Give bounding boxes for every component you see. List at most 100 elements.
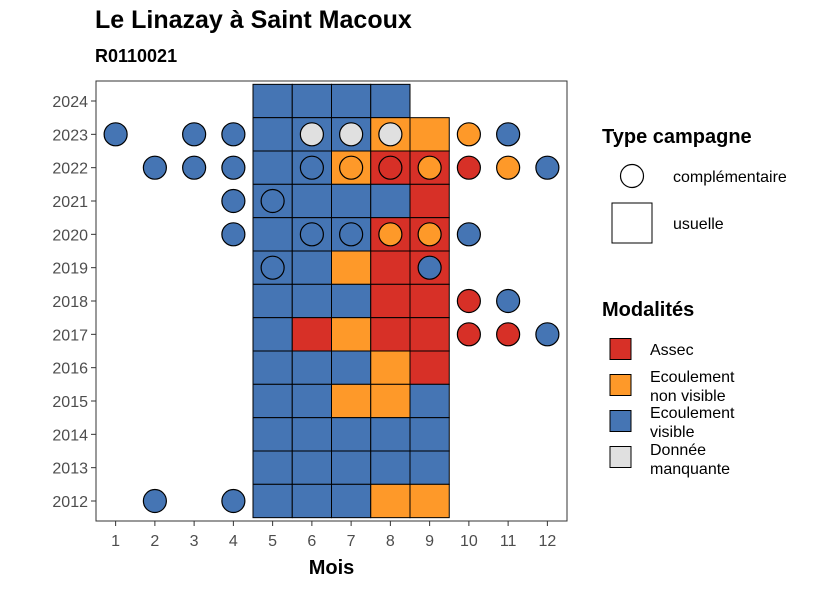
tile-usuelle-2023-5 [252,117,293,152]
tile-usuelle-2017-8 [370,317,411,352]
tile-usuelle-2015-5 [252,383,293,419]
tile-usuelle-2017-5 [252,317,293,352]
point-complementaire-2018-11 [496,288,521,314]
point-complementaire-2020-4 [221,222,246,247]
y-tick-label-2019: 2019 [52,261,88,278]
tile-usuelle-2023-9 [409,117,450,152]
point-complementaire-2012-4 [221,488,246,514]
tile-usuelle-2016-7 [331,350,372,385]
plot-area [96,81,567,521]
legend-label-manquante-1: manquante [650,461,730,478]
y-tick-label-2015: 2015 [52,394,88,411]
tile-usuelle-2024-8 [370,83,411,119]
point-complementaire-2022-10 [456,155,481,180]
legend-key-square [611,202,653,244]
chart-title: Le Linazay à Saint Macoux [95,6,412,34]
legend-key-circle [619,163,645,189]
tile-usuelle-2020-5 [252,217,293,252]
tile-usuelle-2015-9 [409,383,450,419]
legend-label-assec-0: Assec [650,342,694,359]
tile-usuelle-2021-6 [291,183,332,219]
tile-usuelle-2014-7 [331,417,372,452]
point-complementaire-2022-9 [417,155,442,180]
point-complementaire-2017-11 [496,322,521,347]
point-complementaire-2023-4 [221,122,246,147]
tile-usuelle-2014-5 [252,417,293,452]
tile-usuelle-2015-8 [370,383,411,419]
point-complementaire-2012-2 [142,488,167,514]
tile-usuelle-2019-8 [370,250,411,285]
point-complementaire-2017-10 [456,322,481,347]
tile-usuelle-2016-5 [252,350,293,385]
legend-swatch-nonvisible [609,374,632,396]
y-tick-label-2021: 2021 [52,194,88,211]
tile-usuelle-2014-8 [370,417,411,452]
y-tick-label-2022: 2022 [52,161,88,178]
tile-usuelle-2013-5 [252,450,293,485]
x-tick-label-7: 7 [347,533,356,550]
tile-usuelle-2017-7 [331,317,372,352]
tile-usuelle-2024-6 [291,83,332,119]
tile-usuelle-2024-5 [252,83,293,119]
x-tick-label-10: 10 [460,533,478,550]
tile-usuelle-2024-7 [331,83,372,119]
point-complementaire-2020-10 [456,222,481,247]
tile-usuelle-2018-7 [331,283,372,319]
tile-usuelle-2013-7 [331,450,372,485]
legend-label-nonvisible-0: Ecoulement [650,369,735,386]
tile-usuelle-2013-8 [370,450,411,485]
x-tick-label-3: 3 [190,533,199,550]
tile-usuelle-2018-8 [370,283,411,319]
point-complementaire-2022-6 [299,155,324,180]
legend-swatch-manquante [609,446,632,468]
tile-usuelle-2012-8 [370,483,411,519]
x-tick-label-8: 8 [386,533,395,550]
point-complementaire-2023-10 [456,122,481,147]
point-complementaire-2019-5 [260,255,285,280]
point-complementaire-2017-12 [535,322,560,347]
tile-usuelle-2021-9 [409,183,450,219]
tile-usuelle-2015-7 [331,383,372,419]
point-complementaire-2022-3 [182,155,207,180]
legend-type-title: Type campagne [602,126,752,148]
point-complementaire-2021-5 [260,188,285,214]
legend-label-visible-1: visible [650,424,695,441]
tile-usuelle-2022-5 [252,150,293,185]
tile-usuelle-2016-8 [370,350,411,385]
x-tick-label-4: 4 [229,533,238,550]
y-tick-label-2016: 2016 [52,361,88,378]
tile-usuelle-2016-9 [409,350,450,385]
x-tick-label-5: 5 [268,533,277,550]
point-complementaire-2020-8 [378,222,403,247]
point-complementaire-2022-2 [142,155,167,180]
y-tick-label-2024: 2024 [52,94,88,111]
tile-usuelle-2015-6 [291,383,332,419]
legend-label-visible-0: Ecoulement [650,405,735,422]
point-complementaire-2022-12 [535,155,560,180]
tile-usuelle-2012-7 [331,483,372,519]
x-axis-title: Mois [309,557,355,579]
legend-label-nonvisible-1: non visible [650,388,726,405]
tile-usuelle-2012-6 [291,483,332,519]
point-complementaire-2020-6 [299,222,324,247]
point-complementaire-2022-11 [496,155,521,180]
point-complementaire-2023-6 [299,122,324,147]
tile-usuelle-2018-5 [252,283,293,319]
y-tick-label-2014: 2014 [52,427,88,444]
tile-usuelle-2019-7 [331,250,372,285]
x-tick-label-6: 6 [307,533,316,550]
tile-usuelle-2017-6 [291,317,332,352]
x-tick-label-12: 12 [538,533,556,550]
legend-label-complementaire: complémentaire [673,169,787,186]
tile-usuelle-2014-9 [409,417,450,452]
y-tick-label-2023: 2023 [52,127,88,144]
tile-usuelle-2014-6 [291,417,332,452]
chart-subtitle: R0110021 [95,46,178,66]
legend-swatch-visible [609,410,632,432]
axes: 1 2 3 4 5 6 7 8 9 10 11 122012201320142015201620172… [52,80,568,579]
y-tick-label-2017: 2017 [52,327,88,344]
x-tick-label-2: 2 [150,533,159,550]
point-complementaire-2021-4 [221,188,246,214]
tile-usuelle-2018-6 [291,283,332,319]
